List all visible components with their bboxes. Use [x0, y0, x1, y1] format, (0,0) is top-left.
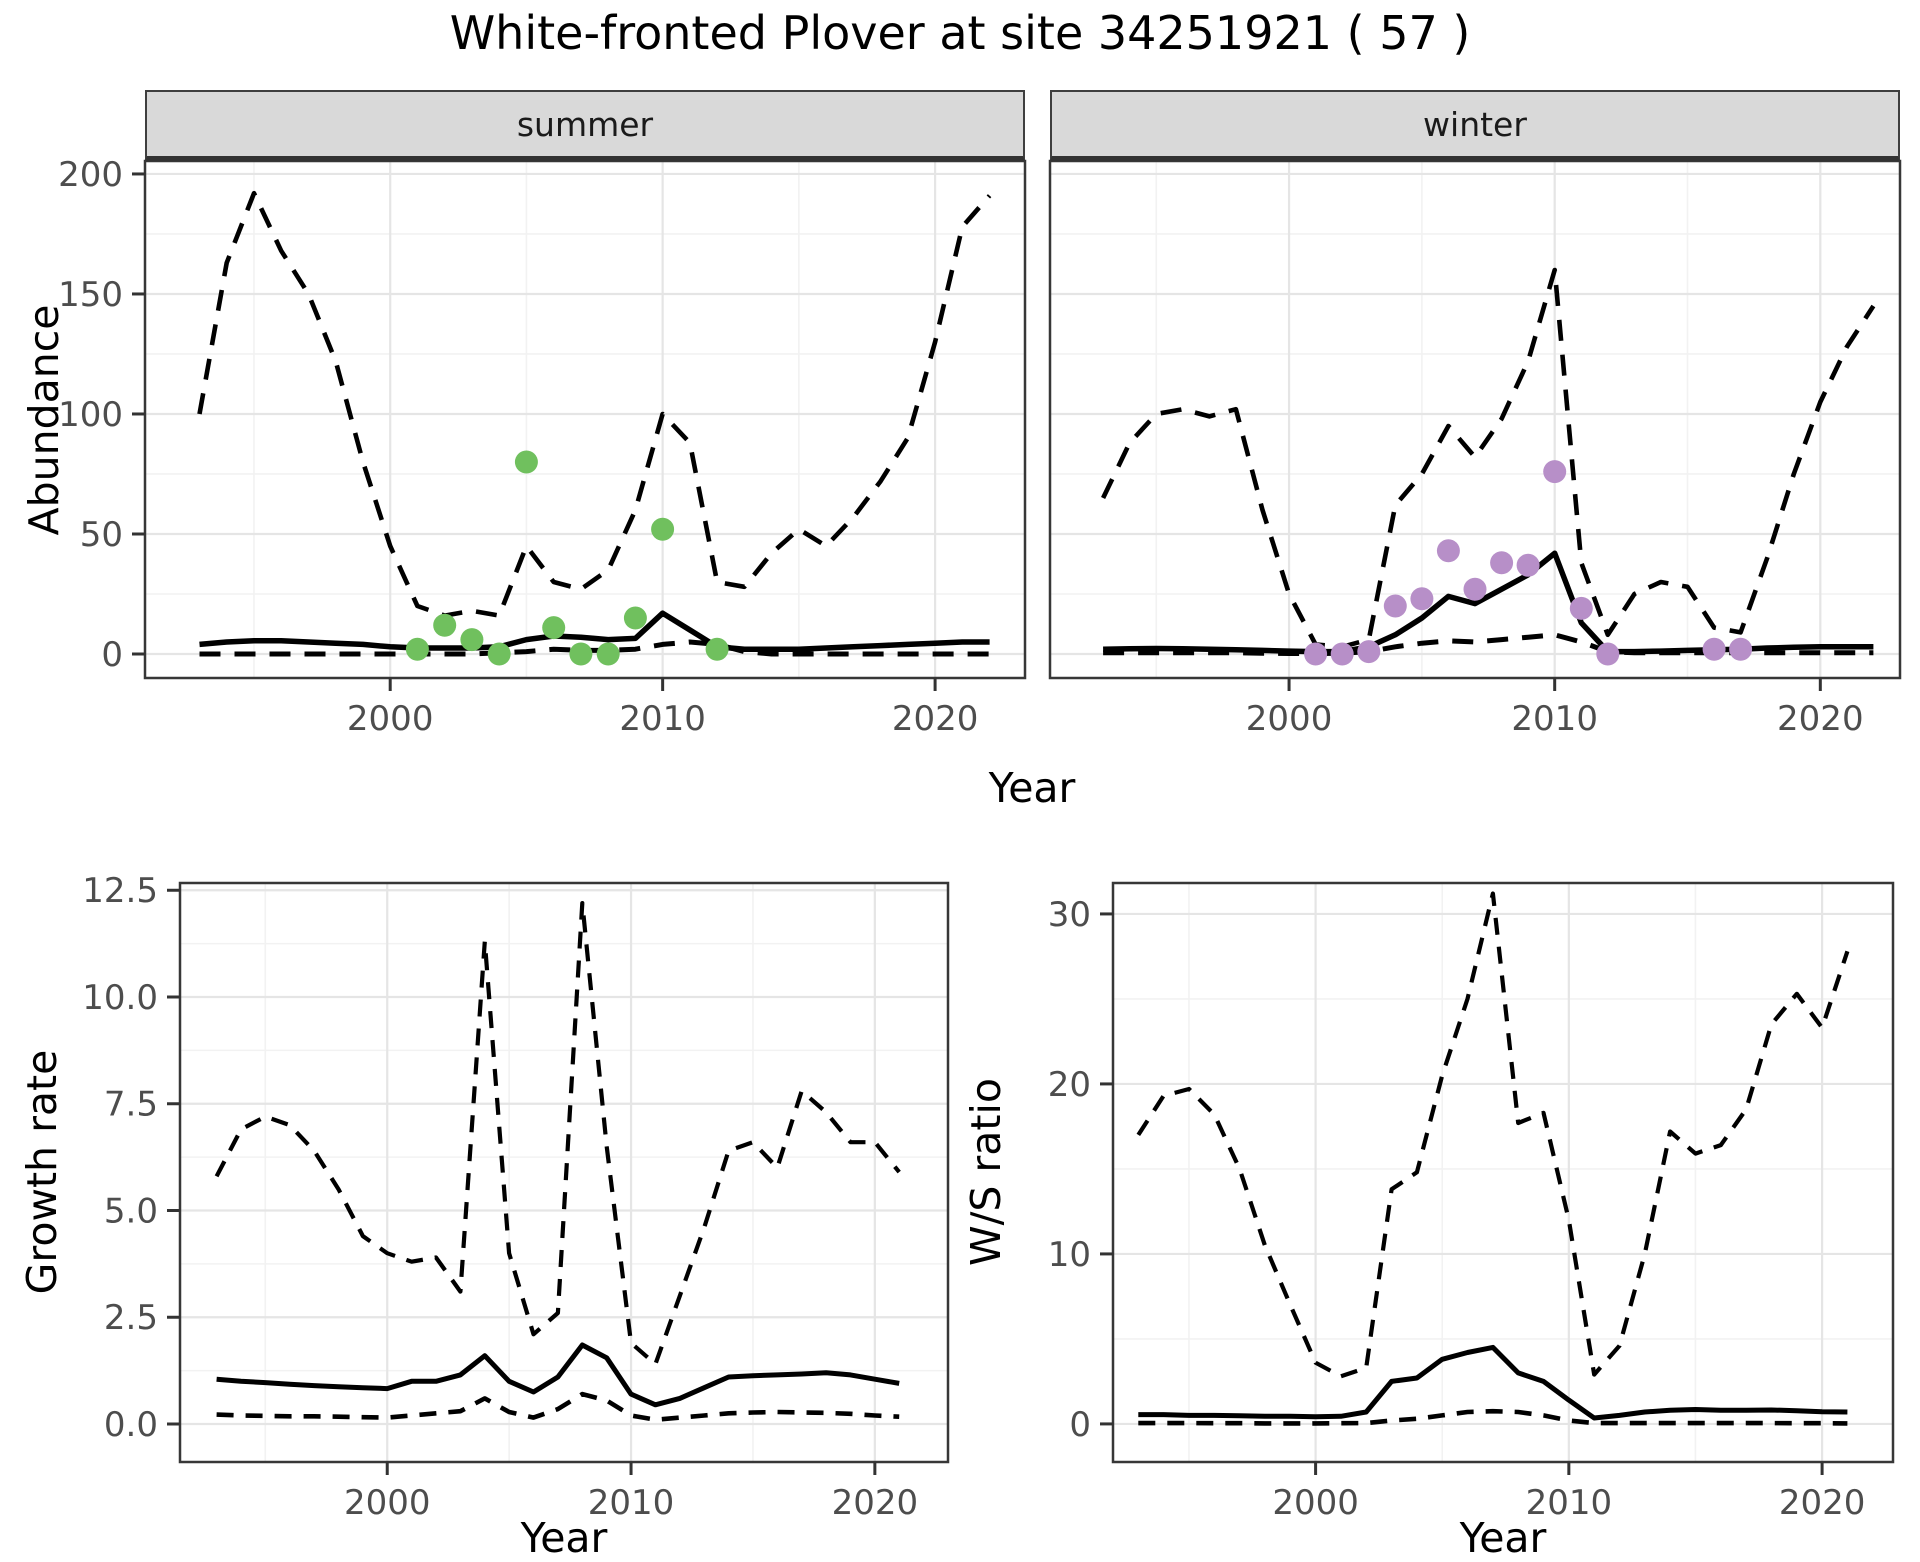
observed-count-point-winter [1569, 596, 1593, 620]
lower-ci-line-abundance-summer [199, 639, 990, 657]
observed-count-point-summer [569, 642, 593, 666]
upper-ci-line-abundance-summer [197, 190, 992, 618]
y-tick-label: 12.5 [82, 871, 158, 911]
observed-count-point-winter [1516, 553, 1540, 577]
observed-count-point-winter [1490, 551, 1514, 575]
y-tick-label: 10.0 [82, 978, 158, 1018]
y-axis-title-growth-rate: Growth rate [18, 1049, 66, 1295]
lower-ci-line-ws-ratio [1138, 1408, 1848, 1426]
mean-line-ws-ratio [1138, 1344, 1848, 1421]
x-tick-label: 2010 [1511, 699, 1598, 739]
panel-background [1113, 883, 1893, 1462]
y-tick-label: 2.5 [104, 1298, 158, 1338]
observed-count-point-winter [1304, 642, 1328, 666]
facet-strip-winter: winter [1050, 90, 1900, 161]
x-tick-label: 2020 [832, 1483, 919, 1523]
x-axis-title-bottom-right: Year [1459, 1514, 1547, 1562]
y-tick-label: 30 [1048, 895, 1091, 935]
observed-count-point-winter [1436, 539, 1460, 563]
x-tick-label: 2010 [619, 699, 706, 739]
observed-count-point-winter [1383, 594, 1407, 618]
x-tick-label: 2000 [347, 699, 434, 739]
mean-line-growth-rate [216, 1342, 900, 1408]
y-tick-label: 5.0 [104, 1191, 158, 1231]
y-tick-label: 0.0 [104, 1405, 158, 1445]
facet-strip-label-winter: winter [1423, 104, 1527, 144]
observed-count-point-summer [487, 642, 511, 666]
upper-ci-line-ws-ratio [1136, 891, 1850, 1379]
chart-title: White-fronted Plover at site 34251921 ( … [449, 6, 1471, 60]
y-axis-title-abundance: Abundance [20, 304, 68, 536]
observed-count-point-summer [623, 606, 647, 630]
x-tick-label: 2010 [1526, 1483, 1613, 1523]
observed-count-point-winter [1729, 637, 1753, 661]
observed-count-point-winter [1330, 642, 1354, 666]
y-tick-label: 7.5 [104, 1085, 158, 1125]
observed-count-point-summer [542, 616, 566, 640]
x-tick-label: 2020 [1779, 1483, 1866, 1523]
observed-count-point-summer [514, 450, 538, 474]
observed-count-point-summer [405, 637, 429, 661]
x-tick-label: 2020 [892, 699, 979, 739]
x-tick-label: 2000 [1272, 1483, 1359, 1523]
x-tick-label: 2020 [1777, 699, 1864, 739]
x-tick-label: 2010 [588, 1483, 675, 1523]
panel-border [178, 881, 950, 1464]
panel-border [1048, 159, 1902, 680]
x-axis-title-bottom-left: Year [520, 1514, 608, 1562]
facet-strip-summer: summer [145, 90, 1025, 161]
panel-ws-ratio: 2000 2010 2020 0 10 20 30 [1048, 881, 1895, 1523]
y-tick-label: 20 [1048, 1065, 1091, 1105]
observed-count-point-winter [1463, 577, 1487, 601]
panel-border [1111, 881, 1895, 1464]
observed-count-point-winter [1702, 637, 1726, 661]
observed-count-point-winter [1596, 642, 1620, 666]
observed-count-point-summer [596, 642, 620, 666]
panel-abundance-winter: 2000 2010 2020 [1048, 159, 1902, 739]
upper-ci-line-growth-rate [214, 900, 901, 1367]
y-tick-label: 200 [58, 155, 123, 195]
y-tick-label: 0 [101, 635, 123, 675]
observed-count-point-summer [705, 637, 729, 661]
x-axis-title-top: Year [988, 764, 1076, 812]
panel-growth-rate: 2000 2010 2020 0.0 2.5 5.0 7.5 10.0 12.5 [82, 871, 950, 1523]
panel-border [143, 159, 1027, 680]
panel-background [145, 161, 1025, 678]
y-tick-label: 150 [58, 275, 123, 315]
observed-count-point-winter [1410, 587, 1434, 611]
observed-count-point-summer [433, 613, 457, 637]
observed-count-point-summer [651, 517, 675, 541]
x-tick-label: 2000 [344, 1483, 431, 1523]
observed-count-point-winter [1543, 460, 1567, 484]
x-tick-label: 2000 [1246, 699, 1333, 739]
observed-count-point-winter [1357, 640, 1381, 664]
facet-strip-label-summer: summer [516, 104, 654, 144]
y-tick-label: 100 [58, 395, 123, 435]
panel-abundance-summer: 2000 2010 2020 0 50 100 150 200 [58, 155, 1027, 739]
upper-ci-line-abundance-winter [1101, 267, 1876, 650]
y-tick-label: 0 [1069, 1405, 1091, 1445]
observed-count-point-summer [460, 628, 484, 652]
y-tick-label: 50 [80, 515, 123, 555]
y-tick-label: 10 [1048, 1235, 1091, 1275]
mean-line-abundance-summer [199, 610, 990, 652]
y-axis-title-ws-ratio: W/S ratio [962, 1078, 1010, 1266]
lower-ci-line-growth-rate [216, 1391, 900, 1422]
